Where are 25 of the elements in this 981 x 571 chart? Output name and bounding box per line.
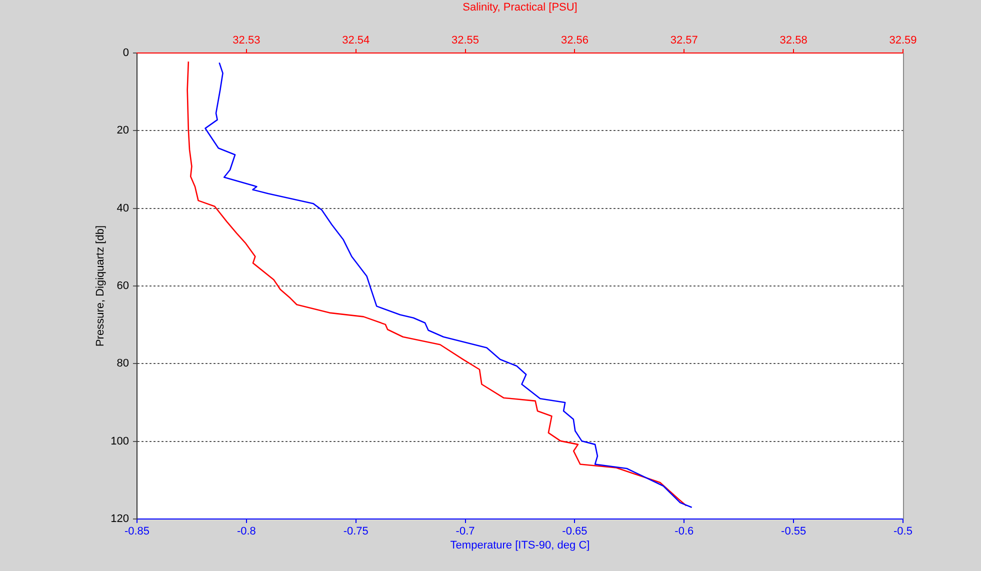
x2-tick-label: 32.54 <box>342 34 370 46</box>
y-tick-label: 80 <box>116 358 129 370</box>
y-tick-label: 40 <box>116 202 129 214</box>
x2-tick-label: 32.59 <box>889 34 917 46</box>
x-tick-label: -0.6 <box>674 526 694 538</box>
x-tick-label: -0.65 <box>562 526 588 538</box>
x-tick-label: -0.5 <box>894 526 912 538</box>
x-tick-label: -0.75 <box>343 526 368 538</box>
y-tick-label: 0 <box>122 47 129 60</box>
x-tick-label: -0.85 <box>124 526 150 538</box>
y-tick-label: 120 <box>110 513 129 526</box>
x2-tick-label: 32.57 <box>670 34 698 46</box>
y-axis-title: Pressure, Digiquartz [db] <box>94 225 107 347</box>
y-tick-label: 60 <box>116 280 129 292</box>
x-axis-title: Temperature [ITS-90, deg C] <box>450 539 590 552</box>
x2-tick-label: 32.55 <box>452 34 480 46</box>
x2-tick-label: 32.56 <box>560 34 588 46</box>
x-tick-label: -0.55 <box>781 526 806 538</box>
y-tick-label: 100 <box>110 435 129 448</box>
y-tick-label: 20 <box>116 124 129 137</box>
x2-axis-title: Salinity, Practical [PSU] <box>462 2 578 14</box>
x-tick-label: -0.7 <box>456 526 475 538</box>
x2-tick-label: 32.58 <box>780 34 808 46</box>
x-tick-label: -0.8 <box>236 526 256 538</box>
x2-tick-label: 32.53 <box>232 34 260 46</box>
